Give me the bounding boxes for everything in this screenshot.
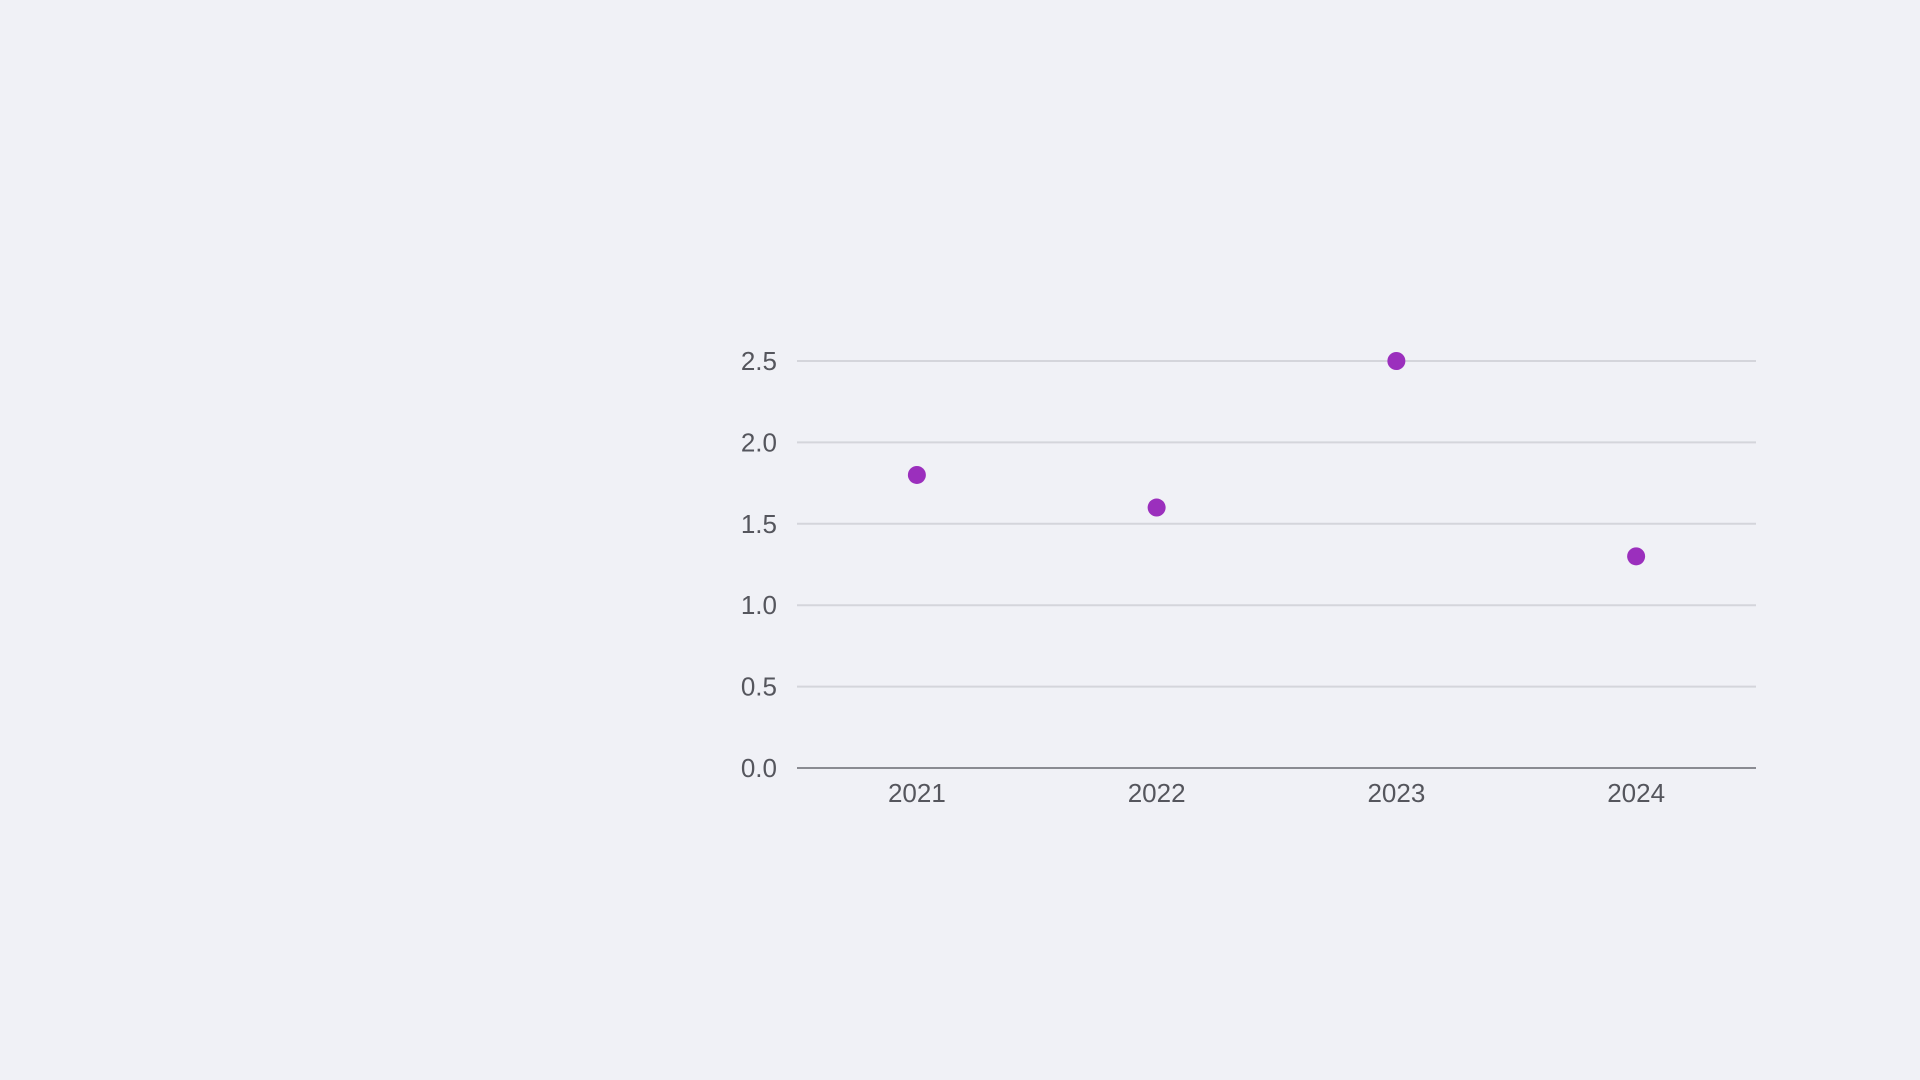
x-tick-label: 2023 — [1367, 778, 1425, 808]
y-tick-label: 0.5 — [741, 672, 777, 702]
data-points — [907, 352, 1646, 566]
y-tick-label: 2.0 — [741, 427, 777, 457]
data-point — [1627, 547, 1646, 566]
data-point — [1387, 352, 1406, 370]
y-tick-label: 2.5 — [741, 346, 777, 376]
x-tick-label: 2021 — [888, 778, 946, 808]
gridlines — [797, 360, 1756, 688]
y-tick-label: 1.0 — [741, 590, 777, 620]
data-point — [907, 465, 926, 484]
x-axis-ticks: 2021 2022 2023 2024 — [888, 778, 1665, 808]
y-tick-label: 1.5 — [741, 509, 777, 539]
y-axis-ticks: 0.0 0.5 1.0 1.5 2.0 2.5 — [741, 346, 777, 783]
x-tick-label: 2024 — [1607, 778, 1665, 808]
x-tick-label: 2022 — [1128, 778, 1186, 808]
y-tick-label: 0.0 — [741, 753, 777, 783]
data-point — [1147, 498, 1166, 517]
